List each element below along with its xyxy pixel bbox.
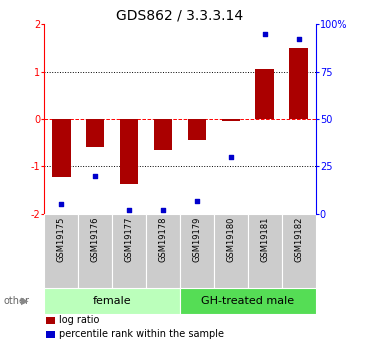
Text: GSM19181: GSM19181 [260,216,269,262]
Bar [44,214,78,288]
Bar [146,214,180,288]
Title: GDS862 / 3.3.3.14: GDS862 / 3.3.3.14 [116,9,244,23]
Bar [282,214,316,288]
Point [194,198,200,204]
Bar [46,331,55,338]
Text: GSM19179: GSM19179 [192,216,201,262]
Text: female: female [93,296,131,306]
Point [296,37,302,42]
Bar [154,119,172,150]
Text: other: other [4,296,30,306]
Point [92,173,98,179]
Bar [79,214,112,288]
Bar [290,48,308,119]
Bar [180,288,316,314]
Point [262,31,268,36]
Text: log ratio: log ratio [59,315,100,325]
Bar [248,214,281,288]
Point [58,201,64,207]
Text: GSM19175: GSM19175 [57,216,66,262]
Bar [180,214,214,288]
Bar [86,119,104,148]
Bar [221,119,240,121]
Bar [46,317,55,324]
Bar [112,214,146,288]
Text: GSM19176: GSM19176 [90,216,100,262]
Bar [214,214,248,288]
Text: GSM19178: GSM19178 [159,216,167,262]
Bar [52,119,70,177]
Text: GSM19180: GSM19180 [226,216,235,262]
Text: GH-treated male: GH-treated male [201,296,295,306]
Text: ▶: ▶ [21,296,28,306]
Bar [44,288,180,314]
Point [228,154,234,160]
Text: GSM19177: GSM19177 [125,216,134,262]
Point [160,207,166,213]
Text: percentile rank within the sample: percentile rank within the sample [59,329,224,339]
Bar [120,119,139,185]
Text: GSM19182: GSM19182 [294,216,303,262]
Bar [256,69,274,119]
Bar [187,119,206,140]
Point [126,207,132,213]
